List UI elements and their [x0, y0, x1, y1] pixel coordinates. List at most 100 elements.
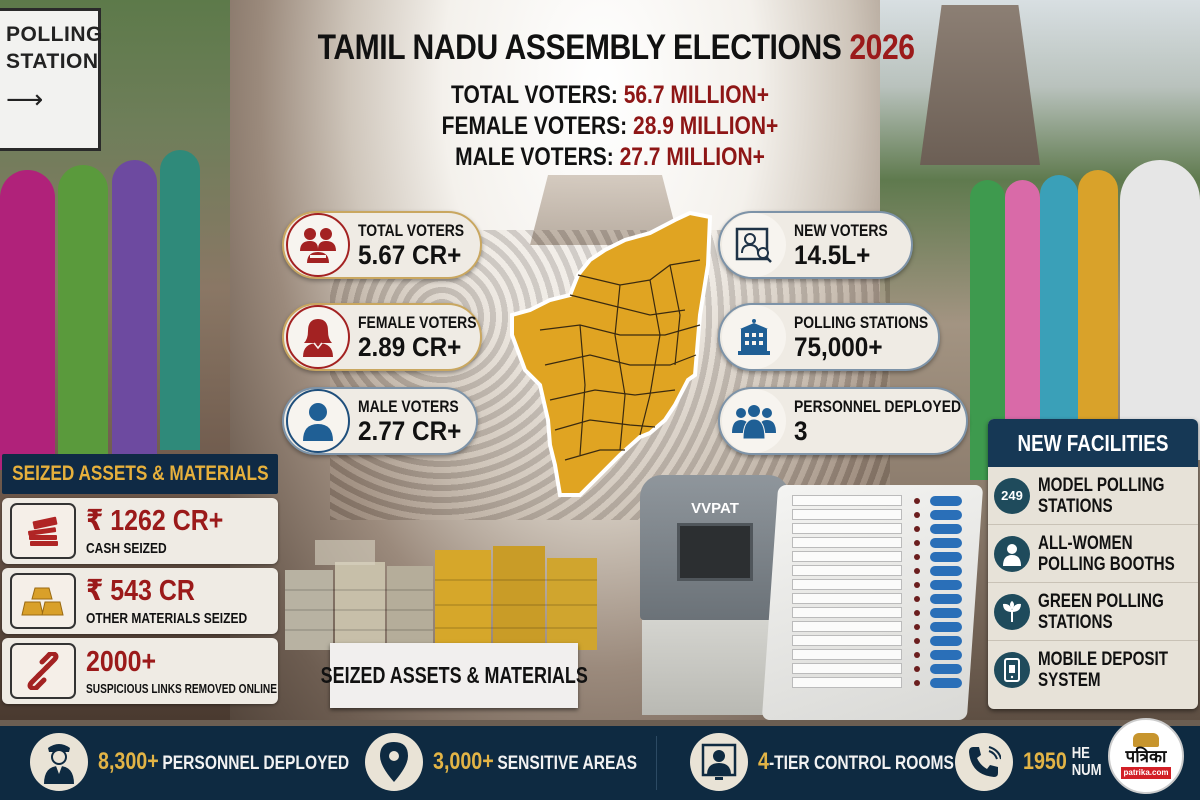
summary-total: TOTAL VOTERS: 56.7 MILLION+ — [324, 80, 895, 111]
bottom-stat-control-rooms: 4-TIER CONTROL ROOMS — [690, 733, 997, 791]
evm-candidate-row — [792, 663, 967, 675]
evm-candidate-row — [792, 593, 967, 605]
number-badge-icon: 249 — [994, 477, 1030, 514]
vote-button — [930, 552, 962, 562]
lamp-icon — [914, 554, 920, 560]
title-year: 2026 — [849, 28, 915, 67]
cash-bundles — [285, 540, 597, 650]
facility-mobile-deposit: MOBILE DEPOSIT SYSTEM — [988, 641, 1198, 699]
lamp-icon — [914, 652, 920, 658]
evm-candidate-row — [792, 551, 967, 563]
summary-label: MALE VOTERS: — [455, 143, 614, 171]
lamp-icon — [914, 498, 920, 504]
vote-button — [930, 510, 962, 520]
female-icon — [286, 305, 350, 369]
evm-candidate-row — [792, 523, 967, 535]
stat-label: POLLING STATIONS — [794, 312, 929, 332]
bottom-stat-number: 4 — [758, 748, 769, 775]
stat-new-voters: NEW VOTERS 14.5L+ — [718, 211, 913, 279]
new-facilities-header: NEW FACILITIES — [988, 419, 1198, 467]
vote-button — [930, 664, 962, 674]
bottom-stat-number: 8,300+ — [98, 748, 159, 775]
facility-all-women: ALL-WOMEN POLLING BOOTHS — [988, 525, 1198, 583]
team-icon — [722, 389, 786, 453]
bottom-stat-sensitive-areas: 3,000+ SENSITIVE AREAS — [365, 733, 682, 791]
summary-label: TOTAL VOTERS: — [451, 81, 618, 109]
stat-value: 5.67 CR+ — [358, 239, 462, 270]
bottom-stat-label: PERSONNEL DEPLOYED — [162, 753, 350, 774]
candidate-slot — [792, 565, 902, 576]
sign-line-1: POLLING — [6, 23, 103, 46]
building-icon — [722, 305, 786, 369]
evm-candidate-row — [792, 565, 967, 577]
stat-label: NEW VOTERS — [794, 220, 888, 240]
facility-text: STATIONS — [1038, 611, 1113, 633]
male-icon — [286, 389, 350, 453]
vote-button — [930, 608, 962, 618]
vote-button — [930, 622, 962, 632]
facility-text: MOBILE DEPOSIT — [1038, 649, 1169, 670]
bottom-stats-bar: 8,300+ PERSONNEL DEPLOYED 3,000+ SENSITI… — [0, 726, 1200, 800]
evm-candidate-row — [792, 495, 967, 507]
seized-value: ₹ 1262 CR+ — [86, 504, 224, 537]
candidate-slot — [792, 677, 902, 688]
sign-line-2: STATION — [6, 50, 99, 73]
patrika-logo[interactable]: पत्रिका patrika.com — [1108, 718, 1184, 794]
lamp-icon — [914, 526, 920, 532]
group-icon — [286, 213, 350, 277]
evm-candidate-row — [792, 537, 967, 549]
seized-links-row: 2000+ SUSPICIOUS LINKS REMOVED ONLINE — [2, 638, 278, 704]
location-pin-icon — [365, 733, 423, 791]
bottom-stat-helpline: 1950 HE NUM — [955, 733, 1119, 791]
voter-figure — [1120, 160, 1200, 460]
temple-gopuram-image — [920, 5, 1040, 165]
facility-text: ALL-WOMEN — [1038, 532, 1133, 554]
evm-candidate-row — [792, 677, 967, 689]
lamp-icon — [914, 610, 920, 616]
facility-text: POLLING BOOTHS — [1038, 553, 1175, 575]
seized-cash-row: ₹ 1262 CR+ CASH SEIZED — [2, 498, 278, 564]
title-text: TAMIL NADU ASSEMBLY ELECTIONS — [317, 28, 842, 67]
placard-text: SEIZED ASSETS & MATERIALS — [320, 662, 588, 688]
map-district-borders — [539, 259, 701, 461]
candidate-slot — [792, 593, 902, 604]
candidate-slot — [792, 607, 902, 618]
facility-green-polling: GREEN POLLING STATIONS — [988, 583, 1198, 641]
divider — [656, 736, 657, 790]
lamp-icon — [914, 666, 920, 672]
bottom-stat-number: 1950 — [1023, 748, 1067, 775]
page-title: TAMIL NADU ASSEMBLY ELECTIONS 2026 — [317, 28, 915, 68]
lamp-icon — [914, 568, 920, 574]
facility-text: GREEN POLLING — [1038, 590, 1164, 612]
seized-assets-title: SEIZED ASSETS & MATERIALS — [11, 462, 269, 485]
new-facilities-panel: NEW FACILITIES 249 MODEL POLLING STATIONS… — [988, 419, 1198, 709]
leaf-icon — [994, 593, 1030, 630]
summary-value: 27.7 MILLION+ — [619, 143, 765, 171]
summary-female: FEMALE VOTERS: 28.9 MILLION+ — [324, 111, 895, 142]
stat-female-voters: FEMALE VOTERS 2.89 CR+ — [282, 303, 482, 371]
facility-text: STATIONS — [1038, 495, 1113, 517]
candidate-slot — [792, 509, 902, 520]
stat-value: 2.89 CR+ — [358, 331, 462, 362]
logo-domain: patrika.com — [1120, 767, 1172, 779]
vote-button — [930, 678, 962, 688]
evm-candidate-row — [792, 509, 967, 521]
stat-value: 14.5L+ — [794, 239, 871, 270]
stat-polling-stations: POLLING STATIONS 75,000+ — [718, 303, 940, 371]
bottom-stat-personnel: 8,300+ PERSONNEL DEPLOYED — [30, 733, 404, 791]
phone-icon — [955, 733, 1013, 791]
lamp-icon — [914, 582, 920, 588]
candidate-slot — [792, 635, 902, 646]
police-officer-icon — [30, 733, 88, 791]
summary-value: 56.7 MILLION+ — [623, 81, 769, 109]
seized-assets-header: SEIZED ASSETS & MATERIALS — [2, 454, 278, 494]
link-icon — [10, 643, 76, 699]
voter-figure — [160, 150, 200, 450]
tamil-nadu-district-map — [510, 210, 713, 497]
stat-label: FEMALE VOTERS — [358, 312, 477, 332]
cash-icon — [10, 503, 76, 559]
vote-button — [930, 496, 962, 506]
evm-ballot-unit — [761, 485, 984, 720]
voter-figure — [58, 165, 108, 465]
stat-value: 2.77 CR+ — [358, 415, 462, 446]
